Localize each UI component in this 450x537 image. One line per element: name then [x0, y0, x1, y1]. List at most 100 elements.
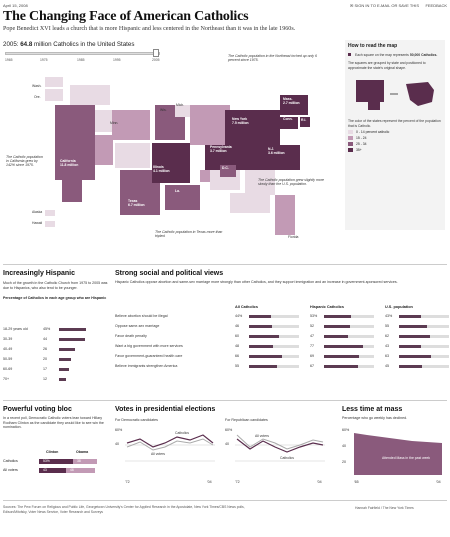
page-title: The Changing Face of American Catholics	[3, 9, 249, 24]
tick-label: 1995	[113, 58, 121, 62]
state-minnesota	[112, 110, 150, 140]
sign-in-link[interactable]: ✉ SIGN IN TO E-MAIL OR SAVE THIS	[350, 3, 419, 8]
row-bar	[249, 365, 277, 368]
state-illinois	[152, 143, 190, 183]
rep-label: For Republican candidates	[225, 418, 268, 422]
row-value: 17	[43, 367, 47, 371]
series-label: Catholics	[280, 456, 294, 460]
row-bar	[399, 335, 430, 338]
state-california	[55, 105, 95, 180]
howto-grouped: The squares are grouped by state and pos…	[348, 61, 426, 70]
bar-track	[249, 325, 299, 328]
legend-swatch	[348, 142, 353, 147]
legend-item: 25 - 34	[348, 142, 442, 147]
legend-swatch	[348, 136, 353, 141]
legend-label: 15 - 24	[356, 136, 367, 141]
map-label: Illinois 4.1 million	[153, 165, 170, 173]
state-ohio	[190, 105, 230, 145]
row-value: 60	[235, 334, 239, 338]
note-northeast: The Catholic population in the Northeast…	[228, 54, 317, 63]
row-label: 60-69	[3, 367, 13, 371]
year-readout: 2005: 64.8 million Catholics in the Unit…	[3, 41, 134, 48]
row-value: 48	[235, 344, 239, 348]
state-plains	[115, 143, 150, 168]
state-florida	[275, 195, 295, 235]
row-bar	[249, 325, 272, 328]
map-label: Wash.	[32, 84, 42, 88]
elections-chart: 60% 40 All voters Catholics '72 '04 60% …	[115, 428, 325, 484]
map-label: N.J. 3.6 million	[268, 147, 285, 155]
state-oregon	[45, 89, 63, 101]
elections-section: Votes in presidential elections For Demo…	[115, 406, 335, 422]
bar-track	[399, 315, 449, 318]
year-label: 2005:	[3, 41, 19, 48]
mass-title: Less time at mass	[342, 406, 403, 413]
y-tick: 40	[115, 442, 119, 446]
map-label: Mich.	[176, 103, 185, 107]
top-bar: April 15, 2008 ✉ SIGN IN TO E-MAIL OR SA…	[3, 2, 447, 10]
row-value: 67	[310, 364, 314, 368]
area-label: Attended Mass in the past week	[382, 456, 430, 460]
views-title: Strong social and political views	[115, 270, 224, 277]
rep-all-line	[236, 434, 324, 450]
row-label: All voters	[3, 468, 18, 472]
row-value: 52	[310, 324, 314, 328]
row-label: 40-49	[3, 347, 13, 351]
map-label: Mass. 2.7 million	[283, 97, 300, 105]
series-label: All voters	[255, 434, 269, 438]
hispanic-table-title: Percentage of Catholics in each age grou…	[3, 296, 107, 301]
row-label: Catholics	[3, 459, 18, 463]
state-kentucky	[200, 170, 210, 182]
x-tick: '04	[207, 480, 212, 484]
obama-bar	[66, 468, 95, 473]
state-new-jersey	[265, 145, 300, 170]
legend-label: 0 - 14 percent catholic	[356, 130, 390, 135]
x-tick: '65	[354, 480, 359, 484]
year-slider-ticks: 1965 1975 1985 1995 2005	[5, 58, 160, 64]
legend-item: 15 - 24	[348, 136, 442, 141]
map-label: Conn.	[283, 117, 293, 121]
tick-label: 1985	[77, 58, 85, 62]
table-row: Oppose same-sex marriage 46 52 55	[115, 324, 449, 333]
row-label: 30-39	[3, 337, 13, 341]
table-row: 70+ 12	[3, 377, 108, 386]
y-tick: 40	[342, 444, 346, 448]
year-slider-thumb[interactable]	[153, 49, 159, 57]
legend-swatch	[348, 148, 353, 153]
row-value: 63	[385, 354, 389, 358]
map-label: Ore.	[34, 95, 41, 99]
year-slider-track[interactable]	[5, 52, 160, 55]
feedback-link[interactable]: FEEDBACK	[425, 3, 447, 8]
publish-date: April 15, 2008	[3, 3, 28, 8]
y-tick: 40	[225, 442, 229, 446]
note-california: The Catholic population in California gr…	[6, 155, 43, 168]
howto-square-text: Each square on the map represents	[354, 53, 409, 57]
howto-title: How to read the map	[348, 43, 398, 49]
state-louisiana	[165, 185, 200, 210]
x-tick: '72	[235, 480, 240, 484]
elections-title: Votes in presidential elections	[115, 406, 216, 413]
voting-table: Clinton Obama Catholics 53% 38 All voter…	[3, 450, 108, 478]
howto-color: The color of the states represent the pe…	[348, 119, 441, 128]
catholic-count: 64.8	[20, 41, 33, 48]
obama-bar	[73, 459, 97, 464]
map-label: Florida	[288, 235, 299, 239]
table-row: 40-49 26	[3, 347, 108, 356]
voting-section: Powerful voting bloc In a recent poll, D…	[3, 406, 108, 430]
map-east	[190, 95, 310, 235]
clinton-bar	[39, 459, 73, 464]
row-value: 66	[235, 354, 239, 358]
row-bar	[324, 355, 359, 358]
map-central	[112, 105, 200, 215]
sign-in-label: SIGN IN TO E-MAIL OR SAVE THIS	[354, 3, 419, 8]
legend-item: 0 - 14 percent catholic	[348, 130, 442, 135]
row-value: 43	[385, 344, 389, 348]
col-header: Hispanic Catholics	[310, 305, 344, 309]
dem-label: For Democratic candidates	[115, 418, 158, 422]
row-value: 45	[385, 364, 389, 368]
row-label: Oppose same-sex marriage	[115, 324, 160, 328]
legend-swatch	[348, 130, 353, 135]
series-label: All voters	[151, 452, 165, 456]
row-bar	[324, 365, 358, 368]
row-bar	[399, 315, 421, 318]
